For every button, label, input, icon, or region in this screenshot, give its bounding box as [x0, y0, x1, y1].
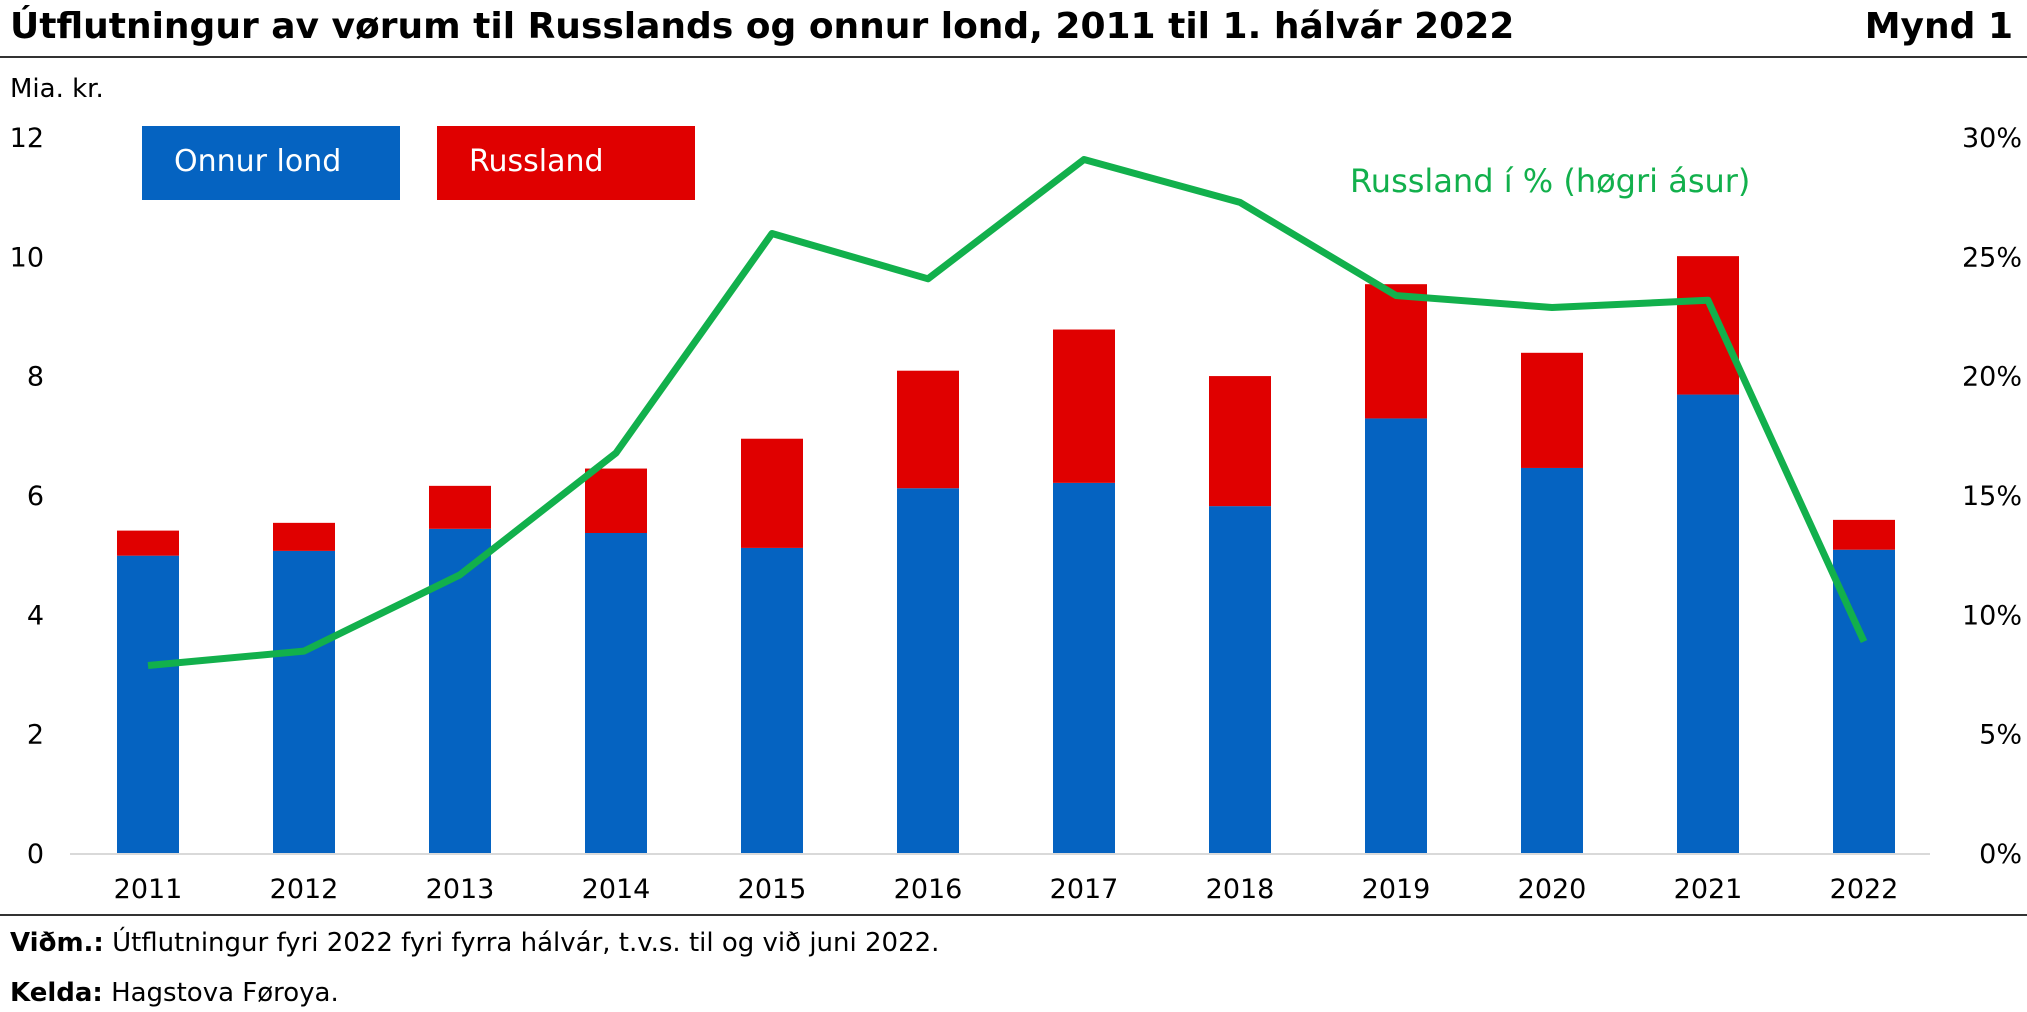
right-tick-label: 15%	[1962, 481, 2022, 512]
right-tick-label: 30%	[1962, 123, 2022, 154]
left-axis-ticks: 0 2 4 6 8 10 12	[10, 123, 44, 870]
x-tick-label: 2021	[1674, 874, 1743, 905]
bar-russland	[273, 522, 335, 551]
left-tick-label: 6	[27, 481, 44, 512]
footnote-label: Viðm.:	[10, 928, 104, 958]
bar-russland	[429, 485, 491, 529]
bars	[117, 256, 1895, 854]
right-tick-label: 20%	[1962, 362, 2022, 393]
x-tick-label: 2012	[270, 874, 339, 905]
x-tick-label: 2011	[114, 874, 183, 905]
left-tick-label: 10	[10, 242, 44, 273]
source: Kelda: Hagstova Føroya.	[10, 978, 339, 1008]
left-tick-label: 4	[27, 600, 44, 631]
left-tick-label: 2	[27, 720, 44, 751]
bar-russland	[117, 530, 179, 556]
x-tick-label: 2019	[1362, 874, 1431, 905]
bar-onnur-lond	[117, 555, 179, 854]
bar-russland	[1209, 376, 1271, 507]
bar-onnur-lond	[1209, 506, 1271, 854]
bar-russland	[1833, 519, 1895, 550]
x-tick-label: 2022	[1830, 874, 1899, 905]
x-axis-tick-labels: 2011 2012 2013 2014 2015 2016 2017 2018 2019 2020…	[114, 874, 1899, 905]
x-tick-label: 2016	[894, 874, 963, 905]
figure-label: Mynd 1	[1864, 6, 2013, 47]
x-tick-label: 2015	[738, 874, 807, 905]
left-tick-label: 8	[27, 362, 44, 393]
bar-onnur-lond	[1365, 418, 1427, 854]
right-tick-label: 0%	[1979, 839, 2022, 870]
bar-onnur-lond	[1677, 394, 1739, 854]
footnote: Viðm.: Útflutningur fyri 2022 fyri fyrra…	[10, 928, 939, 958]
bottom-rule	[0, 914, 2027, 916]
bar-russland	[897, 370, 959, 489]
left-tick-label: 12	[10, 123, 44, 154]
source-text: Hagstova Føroya.	[111, 978, 339, 1008]
legend-russland: Russland	[437, 126, 695, 200]
source-label: Kelda:	[10, 978, 103, 1008]
top-rule	[0, 56, 2027, 58]
line-series-label: Russland í % (høgri ásur)	[1350, 162, 1751, 200]
bar-onnur-lond	[1521, 467, 1583, 854]
bar-russland	[1521, 352, 1583, 468]
bar-onnur-lond	[897, 488, 959, 854]
x-tick-label: 2020	[1518, 874, 1587, 905]
y-axis-unit-label: Mia. kr.	[10, 74, 104, 104]
bar-russland	[1053, 329, 1115, 483]
right-tick-label: 5%	[1979, 720, 2022, 751]
right-axis-ticks: 0% 5% 10% 15% 20% 25% 30%	[1962, 123, 2022, 870]
x-tick-label: 2014	[582, 874, 651, 905]
left-tick-label: 0	[27, 839, 44, 870]
russland-percent-line	[147, 156, 1868, 669]
bar-russland	[1677, 256, 1739, 395]
x-tick-label: 2013	[426, 874, 495, 905]
legend-onnur-lond-label: Onnur lond	[174, 144, 342, 179]
x-tick-label: 2017	[1050, 874, 1119, 905]
x-tick-label: 2018	[1206, 874, 1275, 905]
legend-onnur-lond: Onnur lond	[142, 126, 400, 200]
footnote-text: Útflutningur fyri 2022 fyri fyrra hálvár…	[112, 928, 940, 958]
right-tick-label: 10%	[1962, 600, 2022, 631]
legend-russland-label: Russland	[469, 144, 604, 179]
bar-onnur-lond	[1053, 482, 1115, 854]
bar-russland	[741, 438, 803, 548]
right-tick-label: 25%	[1962, 242, 2022, 273]
bar-onnur-lond	[273, 550, 335, 854]
bar-russland	[1365, 284, 1427, 419]
bar-russland	[585, 468, 647, 533]
bar-onnur-lond	[585, 532, 647, 854]
bar-onnur-lond	[741, 547, 803, 854]
chart-title: Útflutningur av vørum til Russlands og o…	[10, 6, 1515, 47]
